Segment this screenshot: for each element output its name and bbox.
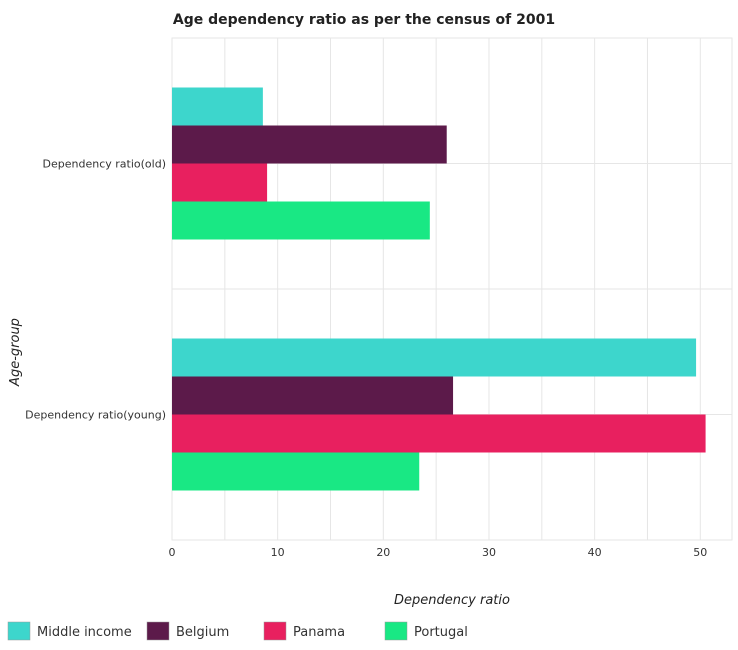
bars <box>172 87 706 491</box>
legend-swatch <box>263 621 287 641</box>
x-tick-label: 50 <box>693 546 707 559</box>
y-axis-label: Age-group <box>8 318 23 387</box>
x-tick-label: 0 <box>169 546 176 559</box>
legend-label: Middle income <box>37 625 132 640</box>
x-axis-label: Dependency ratio <box>394 593 510 608</box>
legend: Middle income Belgium Panama Portugal <box>7 621 468 641</box>
chart-title: Age dependency ratio as per the census o… <box>173 12 555 28</box>
bar-middle-income-0 <box>172 87 263 126</box>
x-tick-label: 20 <box>376 546 390 559</box>
bar-panama-1 <box>172 414 706 453</box>
legend-swatch <box>384 621 408 641</box>
bar-belgium-0 <box>172 125 447 164</box>
bar-belgium-1 <box>172 376 454 415</box>
bar-portugal-0 <box>172 201 430 240</box>
y-tick-label: Dependency ratio(young) <box>25 409 166 422</box>
bar-panama-0 <box>172 163 268 202</box>
bar-middle-income-1 <box>172 338 697 377</box>
x-tick-label: 40 <box>588 546 602 559</box>
x-tick-labels: 0 10 20 30 40 50 <box>169 546 708 559</box>
legend-label: Panama <box>293 625 345 640</box>
y-tick-label: Dependency ratio(old) <box>43 158 166 171</box>
x-tick-label: 10 <box>271 546 285 559</box>
legend-label: Belgium <box>176 625 229 640</box>
legend-label: Portugal <box>414 625 468 640</box>
y-tick-labels: Dependency ratio(old) Dependency ratio(yo… <box>25 158 166 422</box>
bar-portugal-1 <box>172 452 420 491</box>
x-tick-label: 30 <box>482 546 496 559</box>
legend-swatch <box>7 621 31 641</box>
legend-swatch <box>146 621 170 641</box>
